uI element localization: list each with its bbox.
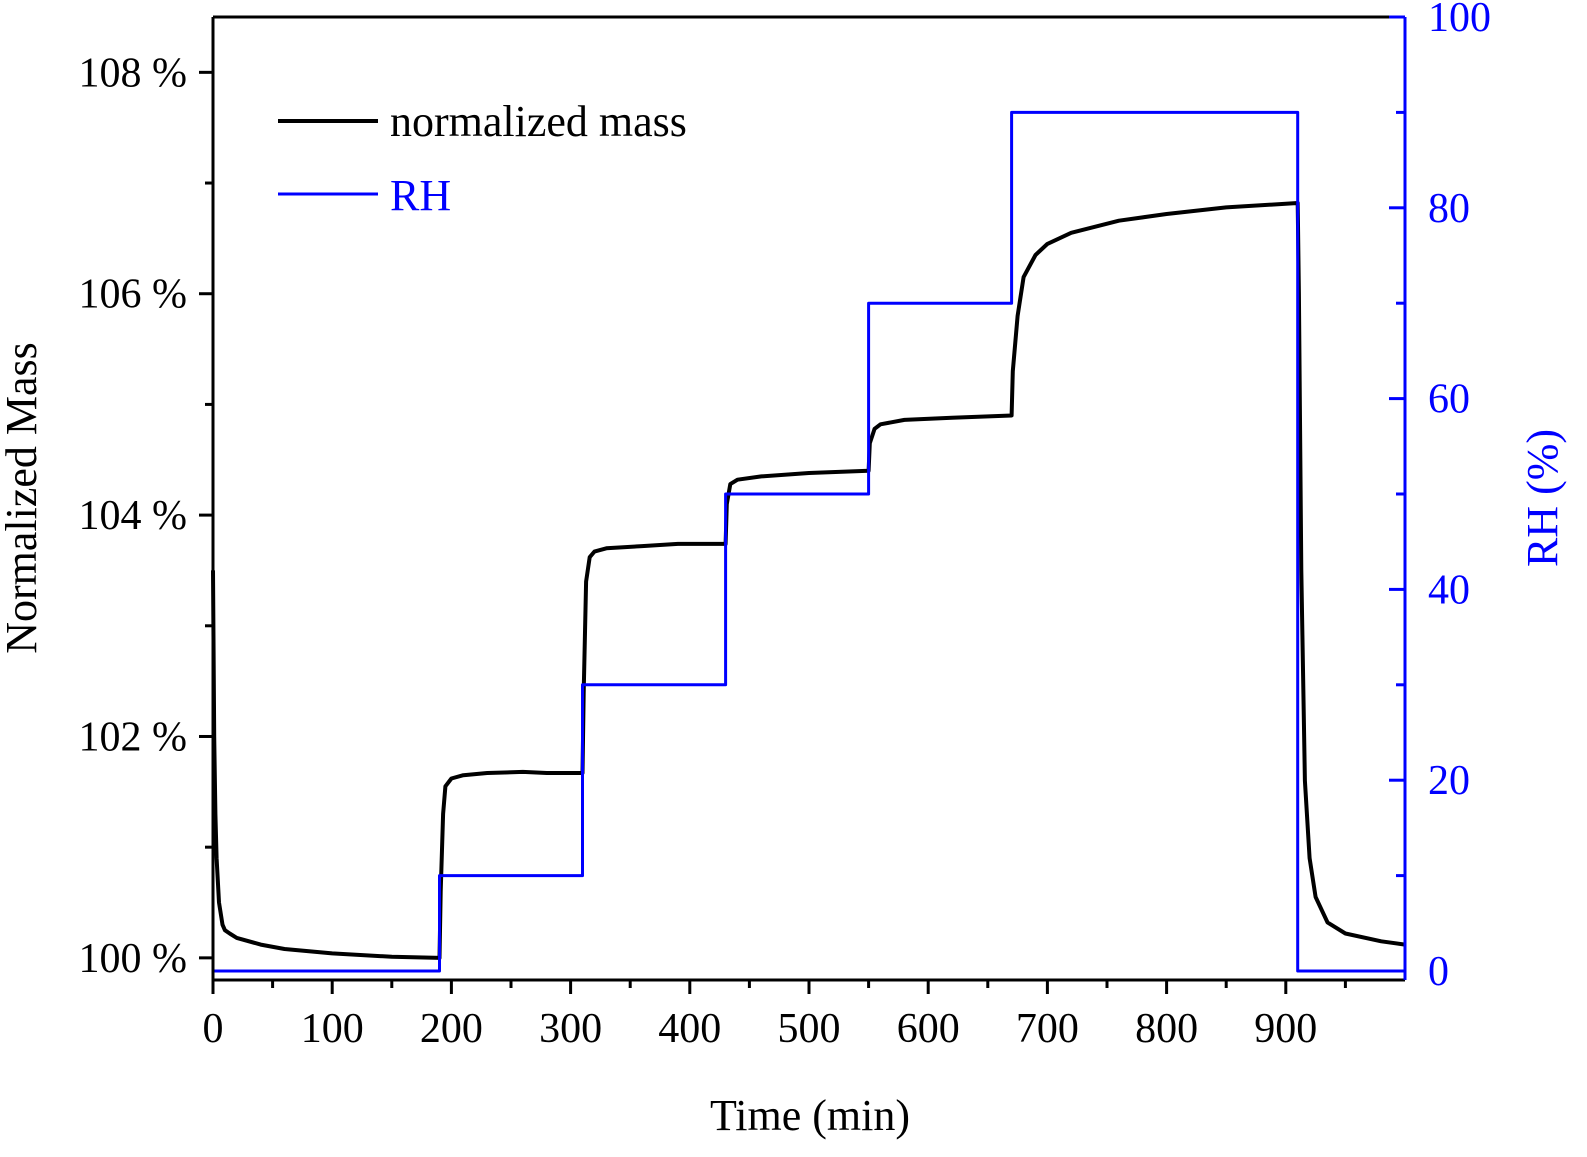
legend-label-rh: RH bbox=[390, 171, 451, 220]
x-tick-label: 400 bbox=[658, 1006, 721, 1052]
x-axis-title: Time (min) bbox=[710, 1091, 910, 1140]
x-tick-label: 900 bbox=[1254, 1006, 1317, 1052]
y-axis-title-right: RH (%) bbox=[1518, 429, 1567, 567]
y-right-tick-label: 60 bbox=[1428, 377, 1470, 423]
y-left-tick-label: 106 % bbox=[79, 272, 188, 318]
x-tick-label: 500 bbox=[778, 1006, 841, 1052]
series-line-mass bbox=[211, 201, 1406, 960]
y-left-tick-label: 108 % bbox=[79, 50, 188, 96]
x-tick-label: 100 bbox=[301, 1006, 364, 1052]
y-left-tick-label: 102 % bbox=[79, 714, 188, 760]
series-line-rh bbox=[213, 110, 1405, 973]
x-tick-label: 0 bbox=[203, 1006, 224, 1052]
y-axis-title-left: Normalized Mass bbox=[0, 342, 46, 654]
legend: normalized mass RH bbox=[278, 97, 687, 220]
x-tick-label: 700 bbox=[1016, 1006, 1079, 1052]
y-right-tick-label: 80 bbox=[1428, 186, 1470, 232]
y-right-tick-label: 40 bbox=[1428, 567, 1470, 613]
y-left-tick-label: 100 % bbox=[79, 936, 188, 982]
y-right-tick-label: 20 bbox=[1428, 758, 1470, 804]
x-tick-label: 600 bbox=[897, 1006, 960, 1052]
x-tick-label: 200 bbox=[420, 1006, 483, 1052]
x-tick-label: 800 bbox=[1135, 1006, 1198, 1052]
y-right-tick-label: 100 bbox=[1428, 0, 1491, 41]
y-left-tick-label: 104 % bbox=[79, 493, 188, 539]
x-tick-label: 300 bbox=[539, 1006, 602, 1052]
y-right-tick-label: 0 bbox=[1428, 949, 1449, 995]
legend-label-mass: normalized mass bbox=[390, 97, 687, 146]
plot-area bbox=[211, 110, 1406, 973]
